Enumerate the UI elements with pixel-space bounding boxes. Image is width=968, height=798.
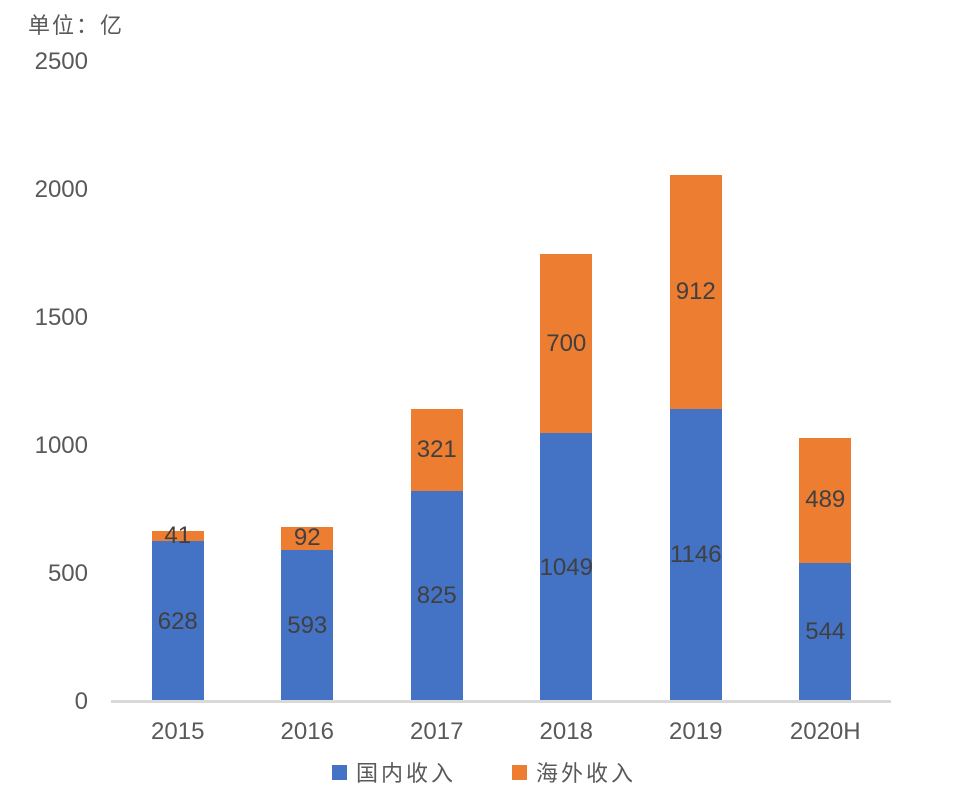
x-axis-labels: 2015 2016 2017 2018 2019 2020H: [113, 718, 890, 746]
x-tick-label: 2018: [539, 718, 593, 745]
bar-slot-2016: 92 593: [243, 62, 373, 702]
bar-segment: 92: [281, 524, 334, 552]
data-label: 321: [416, 435, 457, 463]
x-tick-label: 2017: [410, 718, 464, 745]
data-label: 41: [164, 522, 192, 549]
data-label: 489: [805, 486, 846, 514]
bar-slot-2020h: 489 544: [761, 62, 891, 702]
legend-swatch-icon: [331, 764, 347, 780]
bar-segment: 321: [410, 408, 463, 491]
y-axis: 0 500 1000 1500 2000 2500: [0, 50, 88, 714]
bar-segment: 825: [410, 490, 463, 702]
legend-swatch-icon: [512, 764, 527, 780]
data-label: 1146: [669, 541, 722, 569]
bar-segment: 1146: [669, 408, 722, 702]
data-label: 593: [287, 612, 328, 640]
bar-segment: 628: [151, 541, 204, 702]
y-tick-label: 1000: [34, 432, 88, 459]
legend-label: 国内收入: [355, 761, 456, 786]
bar-segment: 593: [281, 550, 334, 702]
y-tick-label: 2000: [34, 176, 88, 203]
x-tick-label: 2020H: [789, 718, 861, 745]
plot-area: 41 628 92 593 321 825 700 1049 912 1146 489 544: [113, 62, 890, 702]
x-tick-label: 2019: [669, 718, 723, 745]
stacked-bar-2017: 321 825: [410, 408, 463, 702]
data-label: 628: [157, 607, 198, 635]
data-label: 825: [416, 582, 457, 610]
legend-item: 国内收入: [331, 756, 456, 788]
data-label: 700: [546, 329, 587, 357]
stacked-bar-2015: 41 628: [151, 524, 204, 702]
bar-slot-2017: 321 825: [372, 62, 502, 702]
bar-segment: 41: [151, 524, 204, 548]
x-tick-label: 2016: [280, 718, 334, 745]
chart-title: 单位：亿: [28, 13, 125, 38]
bar-slot-2018: 700 1049: [502, 62, 632, 702]
legend: 国内收入 海外收入: [0, 756, 968, 788]
y-tick-label: 2500: [34, 48, 88, 75]
stacked-bar-2019: 912 1146: [669, 175, 722, 702]
stacked-bar-2018: 700 1049: [539, 254, 593, 702]
bar-segment: 544: [799, 562, 852, 702]
x-axis-line: [111, 700, 891, 703]
data-label: 544: [805, 618, 846, 646]
legend-item: 海外收入: [512, 756, 636, 788]
bar-segment: 489: [799, 437, 852, 563]
y-tick-label: 500: [47, 560, 88, 587]
bar-slot-2019: 912 1146: [631, 62, 761, 702]
x-tick-label: 2015: [151, 718, 205, 745]
bar-segment: 1049: [539, 433, 593, 702]
data-label: 1049: [539, 553, 593, 581]
stacked-bar-2020h: 489 544: [799, 437, 852, 702]
bar-slot-2015: 41 628: [113, 62, 243, 702]
legend-label: 海外收入: [536, 761, 637, 786]
stacked-bar-2016: 92 593: [281, 524, 334, 702]
y-tick-label: 0: [74, 688, 88, 715]
y-tick-label: 1500: [34, 304, 88, 331]
data-label: 912: [675, 277, 716, 305]
bar-segment: 700: [540, 254, 593, 434]
bar-segment: 912: [669, 175, 722, 409]
data-label: 92: [293, 524, 321, 552]
